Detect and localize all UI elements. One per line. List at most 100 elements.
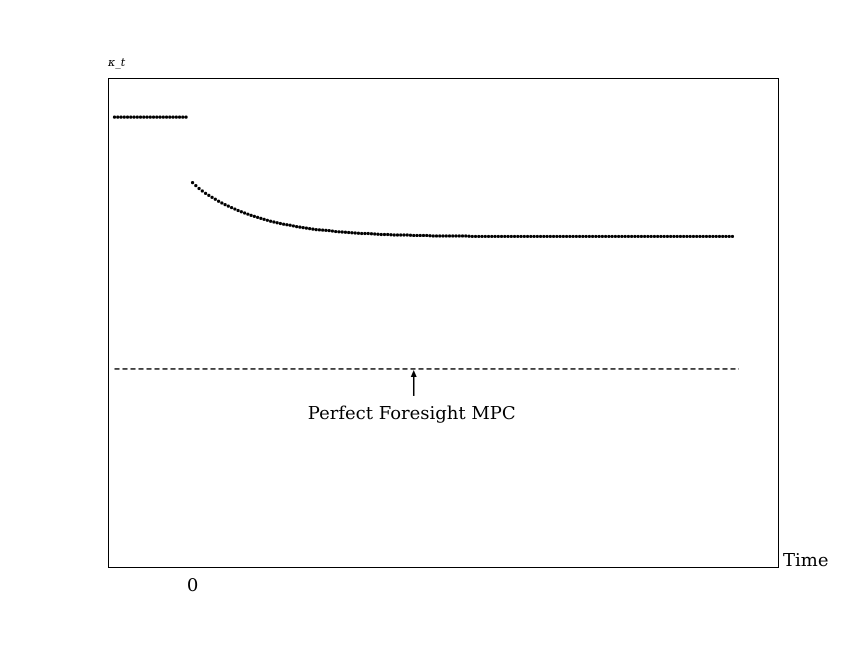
- data-point: [727, 234, 731, 239]
- data-point: [646, 234, 650, 239]
- data-point: [350, 231, 354, 235]
- data-point: [454, 234, 458, 238]
- data-point: [421, 233, 426, 238]
- data-point: [610, 234, 614, 239]
- plot-frame: [108, 78, 779, 568]
- data-point: [317, 228, 322, 232]
- data-point: [207, 193, 211, 197]
- data-point: [564, 234, 569, 239]
- data-point: [265, 218, 269, 222]
- data-point: [662, 234, 666, 239]
- data-point: [321, 228, 325, 232]
- data-point: [226, 204, 230, 208]
- data-point: [714, 234, 718, 239]
- data-point: [119, 115, 123, 119]
- data-point: [360, 231, 364, 236]
- data-point: [509, 234, 513, 239]
- data-point: [561, 234, 565, 239]
- data-point: [643, 234, 647, 239]
- data-point: [649, 234, 653, 239]
- data-point: [451, 234, 455, 238]
- data-point: [535, 234, 539, 239]
- data-point: [151, 115, 156, 119]
- data-point: [184, 115, 188, 119]
- data-point: [447, 234, 452, 238]
- data-point: [708, 234, 712, 239]
- data-point: [431, 234, 435, 238]
- data-point: [304, 226, 308, 230]
- data-point: [548, 234, 552, 239]
- data-point: [626, 234, 630, 239]
- data-point: [503, 234, 507, 239]
- data-point: [480, 234, 484, 239]
- data-point: [460, 234, 465, 238]
- data-point: [691, 234, 696, 239]
- data-point: [334, 229, 338, 234]
- data-point: [395, 233, 400, 237]
- data-point: [122, 115, 126, 119]
- data-point: [604, 234, 608, 239]
- data-point: [672, 234, 676, 239]
- data-point: [379, 232, 383, 237]
- data-point: [525, 234, 530, 239]
- data-point: [236, 208, 240, 213]
- data-point: [405, 233, 409, 237]
- data-point: [678, 234, 683, 239]
- data-point: [597, 234, 601, 239]
- data-point: [613, 234, 617, 239]
- data-point: [412, 233, 416, 238]
- data-point: [229, 205, 234, 210]
- data-point: [402, 233, 406, 237]
- data-point: [542, 234, 546, 239]
- data-point: [594, 234, 598, 239]
- data-point: [415, 233, 419, 238]
- data-point: [656, 234, 660, 239]
- data-point: [298, 225, 302, 229]
- data-point: [337, 230, 341, 234]
- data-point: [278, 221, 282, 226]
- data-point: [607, 234, 611, 239]
- data-point: [125, 115, 130, 119]
- data-point: [483, 234, 487, 239]
- data-point: [174, 115, 178, 119]
- data-point: [418, 233, 422, 238]
- data-point: [464, 234, 468, 238]
- data-point: [408, 233, 413, 237]
- data-point: [135, 115, 139, 119]
- data-point: [216, 199, 221, 203]
- data-point: [721, 234, 725, 239]
- data-point: [233, 207, 237, 211]
- data-point: [291, 224, 295, 228]
- data-point: [574, 234, 578, 239]
- data-point: [490, 234, 494, 239]
- data-point: [285, 223, 289, 227]
- data-point: [158, 115, 162, 119]
- data-point: [701, 234, 705, 239]
- data-point: [181, 115, 185, 119]
- data-point: [200, 189, 204, 193]
- data-point: [223, 203, 227, 207]
- data-point: [695, 234, 699, 239]
- x-tick-label: 0: [187, 575, 198, 596]
- data-point: [529, 234, 533, 239]
- data-point: [555, 234, 559, 239]
- data-point: [568, 234, 572, 239]
- data-point: [551, 234, 556, 239]
- data-point: [730, 234, 735, 239]
- data-point: [392, 233, 396, 237]
- data-point: [282, 222, 286, 226]
- data-point: [324, 228, 328, 232]
- data-point: [343, 230, 348, 234]
- data-point: [311, 227, 315, 231]
- data-point: [584, 234, 588, 239]
- data-point: [132, 115, 136, 119]
- data-point: [138, 115, 143, 119]
- x-axis-label: Time: [783, 550, 828, 571]
- data-point: [545, 234, 549, 239]
- data-point: [473, 234, 478, 239]
- data-point: [249, 213, 253, 218]
- data-point: [239, 210, 243, 214]
- data-point: [581, 234, 585, 239]
- data-point: [623, 234, 627, 239]
- data-point: [171, 115, 175, 119]
